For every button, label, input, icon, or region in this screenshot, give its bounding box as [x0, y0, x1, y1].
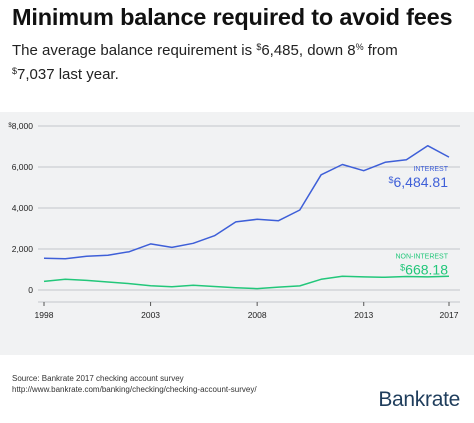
subtitle-percent: %	[355, 42, 364, 52]
bankrate-logo: Bankrate	[378, 388, 460, 411]
series-line-interest	[43, 144, 450, 260]
source-url: http://www.bankrate.com/banking/checking…	[12, 384, 257, 394]
y-tick-label-6000: 6,000	[12, 162, 34, 172]
y-tick-label-4000: 4,000	[12, 203, 34, 213]
chart-title: Minimum balance required to avoid fees	[12, 4, 453, 30]
subtitle-text-b: from	[363, 42, 398, 59]
x-tick-label-2013: 2013	[354, 310, 373, 320]
end-label-value-non-interest: $668.18	[400, 261, 448, 277]
chart-panel: 0 2,000 4,000 6,000 $8,000 1998 2003 2008 2013 20…	[0, 112, 474, 355]
subtitle-currency-1: $	[256, 42, 262, 52]
x-tick-label-2017: 2017	[440, 310, 459, 320]
x-tick-label-1998: 1998	[35, 310, 54, 320]
source-note: Source: Bankrate 2017 checking account s…	[12, 374, 257, 395]
series-line-non-interest	[43, 275, 450, 290]
y-tick-label-8000: $8,000	[8, 121, 33, 131]
subtitle-text-a: The average balance requirement is	[12, 42, 257, 59]
x-tick-label-2008: 2008	[248, 310, 267, 320]
end-label-name-non-interest: NON-INTEREST	[396, 253, 449, 260]
y-tick-label-2000: 2,000	[12, 244, 34, 254]
subtitle-value-1: 6,485, down 8	[261, 42, 356, 59]
end-label-name-interest: INTEREST	[413, 166, 448, 173]
subtitle-value-2: 7,037 last year.	[17, 66, 119, 83]
y-tick-label-0: 0	[28, 285, 33, 295]
source-line-1: Source: Bankrate 2017 checking account s…	[12, 374, 184, 383]
end-label-value-interest: $6,484.81	[388, 174, 448, 190]
x-tick-label-2003: 2003	[141, 310, 160, 320]
subtitle-currency-2: $	[12, 66, 18, 76]
chart-subtitle: The average balance requirement is $6,48…	[12, 37, 462, 85]
line-chart: 0 2,000 4,000 6,000 $8,000 1998 2003 2008 2013 20…	[8, 121, 460, 320]
